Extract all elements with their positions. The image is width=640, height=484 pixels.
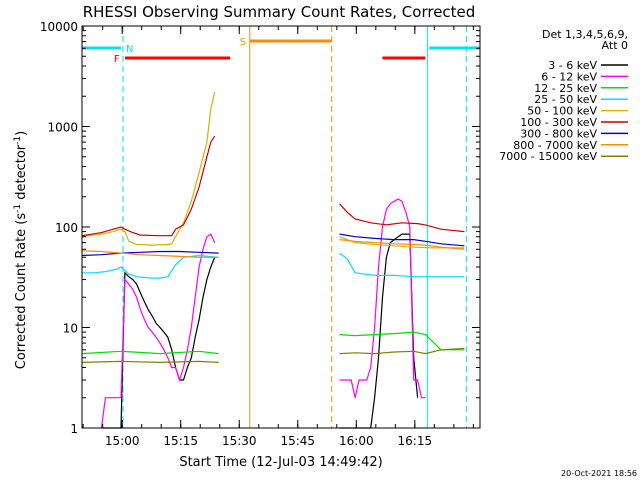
ticks-layer: 15:00 15:15 15:30 15:45 16:00 16:15 1 10 100 1000… — [40, 20, 480, 448]
x-tick-label: 16:15 — [398, 434, 433, 448]
chart-title: RHESSI Observing Summary Count Rates, Co… — [83, 3, 476, 21]
y-tick-label: 10000 — [40, 20, 78, 34]
series-line-800-7000-kev — [81, 250, 219, 258]
y-axis-label-part1: Corrected Count Rate (s — [14, 213, 29, 370]
series-line-300-800-kev — [81, 250, 219, 257]
legend-header-line1: Det 1,3,4,5,6,9, — [542, 28, 628, 41]
legend-label: 7000 - 15000 keV — [499, 150, 597, 163]
saa-flag-label: S — [240, 37, 246, 48]
x-tick-label: 16:00 — [339, 434, 374, 448]
x-tick-label: 15:45 — [280, 434, 315, 448]
x-tick-label: 15:00 — [105, 434, 140, 448]
series-line-25-50-kev — [339, 252, 465, 278]
series-line-7000-15000-kev — [81, 360, 219, 364]
series-line-800-7000-kev — [339, 239, 465, 250]
legend-label: 100 - 300 keV — [520, 116, 597, 129]
y-tick-label: 10 — [63, 322, 78, 336]
legend-label: 3 - 6 keV — [548, 59, 597, 72]
series-line-12-25-kev — [81, 350, 219, 355]
series-line-7000-15000-kev — [339, 347, 465, 355]
legend-label: 12 - 25 keV — [534, 82, 597, 95]
legend-label: 6 - 12 keV — [541, 70, 597, 83]
plot-frame — [81, 25, 481, 429]
y-tick-label: 1000 — [47, 121, 78, 135]
y-axis-label-part3: ) — [14, 131, 29, 136]
y-tick-label: 100 — [55, 221, 78, 235]
y-axis-label-part2: detector — [14, 144, 29, 204]
night-flag-label: N — [126, 44, 133, 55]
x-tick-label: 15:15 — [163, 434, 198, 448]
footer-date: 20-Oct-2021 18:56 — [561, 469, 637, 478]
flare-flag-label: F — [114, 54, 120, 65]
y-tick-label: 1 — [70, 422, 78, 436]
series-line-100-300-kev — [81, 135, 216, 237]
x-axis-label: Start Time (12-Jul-03 14:49:42) — [179, 455, 382, 470]
legend-label: 300 - 800 keV — [520, 127, 597, 140]
series-layer — [81, 91, 465, 429]
legend-label: 50 - 100 keV — [527, 105, 597, 118]
series-line-6-12-kev — [339, 198, 426, 399]
series-line-50-100-kev — [339, 236, 465, 249]
series-line-6-12-kev — [100, 233, 216, 429]
y-axis-label: Corrected Count Rate (s-1 detector-1) — [13, 131, 29, 369]
series-line-100-300-kev — [339, 203, 465, 233]
y-axis-label-sup2: -1 — [13, 136, 23, 145]
y-axis-label-sup1: -1 — [13, 204, 23, 213]
legend-header-line2: Att 0 — [602, 39, 628, 52]
series-line-12-25-kev — [339, 331, 465, 351]
x-tick-label: 15:30 — [222, 434, 257, 448]
legend-label: 25 - 50 keV — [534, 93, 597, 106]
series-line-25-50-kev — [82, 254, 219, 279]
series-line-50-100-kev — [81, 91, 216, 246]
legend-label: 800 - 7000 keV — [513, 139, 597, 152]
series-line-300-800-kev — [339, 233, 465, 247]
